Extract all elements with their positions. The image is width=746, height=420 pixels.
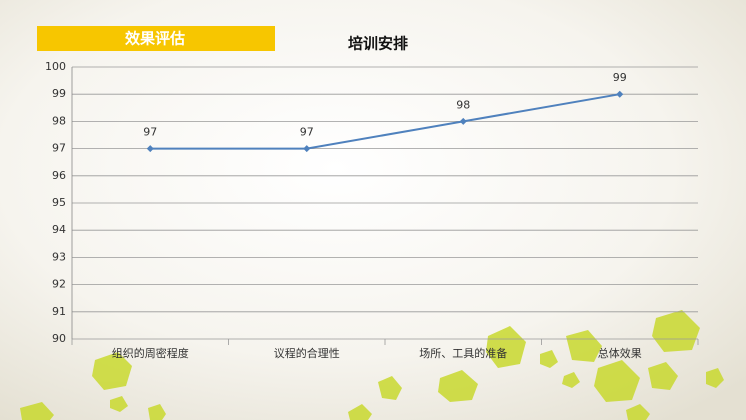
point-marker bbox=[616, 90, 624, 98]
y-tick-label: 94 bbox=[52, 223, 66, 236]
data-label: 97 bbox=[300, 126, 314, 139]
y-tick-label: 92 bbox=[52, 278, 66, 291]
header-label: 效果评估 bbox=[125, 30, 185, 48]
y-tick-label: 99 bbox=[52, 87, 66, 100]
chart-title: 培训安排 bbox=[348, 35, 408, 53]
decoration bbox=[20, 310, 724, 420]
y-tick-label: 96 bbox=[52, 169, 66, 182]
header-banner bbox=[37, 26, 275, 51]
x-tick-label: 组织的周密程度 bbox=[112, 346, 189, 360]
data-label: 99 bbox=[613, 71, 627, 84]
data-label: 97 bbox=[143, 126, 157, 139]
x-tick-label: 议程的合理性 bbox=[274, 346, 340, 360]
x-tick-label: 总体效果 bbox=[598, 346, 642, 360]
y-tick-label: 93 bbox=[52, 250, 66, 263]
y-tick-label: 97 bbox=[52, 142, 66, 155]
point-marker bbox=[146, 145, 154, 153]
y-tick-label: 91 bbox=[52, 305, 66, 318]
data-label: 98 bbox=[456, 98, 470, 111]
y-tick-label: 98 bbox=[52, 114, 66, 127]
x-tick-label: 场所、工具的准备 bbox=[419, 346, 507, 360]
line-series bbox=[150, 93, 620, 150]
point-marker bbox=[459, 117, 467, 125]
point-marker bbox=[303, 145, 311, 153]
y-tick-label: 95 bbox=[52, 196, 66, 209]
y-tick-label: 100 bbox=[45, 60, 66, 73]
y-tick-label: 90 bbox=[52, 332, 66, 345]
